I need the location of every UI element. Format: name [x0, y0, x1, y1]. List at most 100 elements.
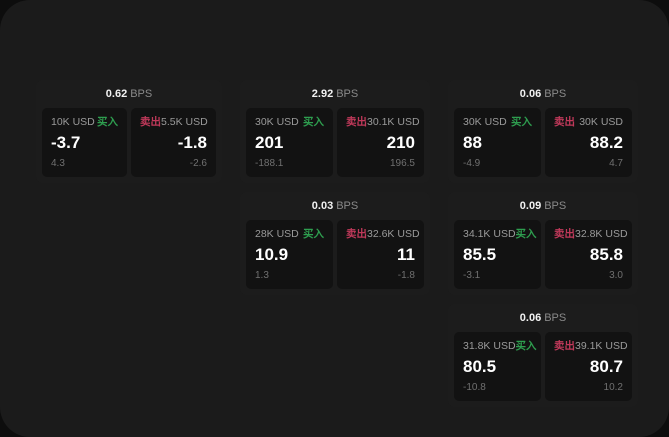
bps-value: 0.03 [311, 200, 334, 212]
sell-secondary-value: -1.8 [397, 270, 415, 281]
quote-card[interactable]: 2.92 BPS 30K USD 买入 201 -188.1 卖出 30.1K USD 210 1… [240, 80, 430, 183]
sell-secondary-value: 3.0 [609, 270, 623, 281]
panel-top-row: 卖出 39.1K USD [554, 340, 628, 352]
sell-side-label: 卖出 [554, 228, 575, 240]
panel-top-row: 10K USD 买入 [51, 116, 118, 128]
quote-card[interactable]: 0.09 BPS 34.1K USD 买入 85.5 -3.1 卖出 32.8K USD 85.… [448, 192, 638, 295]
sell-panel[interactable]: 卖出 32.6K USD 11 -1.8 [337, 220, 424, 289]
sell-side-label: 卖出 [346, 228, 367, 240]
card-panels: 10K USD 买入 -3.7 4.3 卖出 5.5K USD -1.8 -2.6 [42, 108, 216, 177]
sell-size-label: 30K USD [579, 116, 623, 128]
card-bps-header: 0.62 BPS [42, 87, 216, 108]
buy-side-label: 买入 [515, 340, 537, 352]
sell-price-value: 88.2 [589, 132, 623, 152]
bps-unit-label: BPS [336, 200, 359, 212]
sell-side-label: 卖出 [140, 116, 161, 128]
sell-secondary-value: -2.6 [189, 158, 207, 169]
buy-side-label: 买入 [97, 116, 118, 128]
bps-value: 2.92 [311, 88, 334, 100]
buy-size-label: 34.1K USD [463, 228, 516, 240]
quote-card[interactable]: 0.03 BPS 28K USD 买入 10.9 1.3 卖出 32.6K USD 11 -1.8 [240, 192, 430, 295]
quote-card[interactable]: 0.06 BPS 30K USD 买入 88 -4.9 卖出 30K USD 88.2 4.7 [448, 80, 638, 183]
sell-secondary-value: 196.5 [389, 158, 415, 169]
card-bps-header: 0.09 BPS [454, 199, 632, 220]
sell-price-value: 210 [386, 132, 415, 152]
buy-price-value: 80.5 [463, 356, 497, 376]
sell-price-value: 80.7 [589, 356, 623, 376]
bps-unit-label: BPS [544, 88, 567, 100]
card-panels: 31.8K USD 买入 80.5 -10.8 卖出 39.1K USD 80.7 10.2 [454, 332, 632, 401]
panel-top-row: 卖出 32.6K USD [346, 228, 420, 240]
sell-panel[interactable]: 卖出 30.1K USD 210 196.5 [337, 108, 424, 177]
buy-side-label: 买入 [303, 116, 324, 128]
buy-side-label: 买入 [511, 116, 532, 128]
column-left: 0.62 BPS 10K USD 买入 -3.7 4.3 卖出 5.5K USD -1.8 -2.… [36, 80, 222, 183]
card-panels: 34.1K USD 买入 85.5 -3.1 卖出 32.8K USD 85.8 3.0 [454, 220, 632, 289]
buy-side-label: 买入 [303, 228, 324, 240]
buy-panel[interactable]: 31.8K USD 买入 80.5 -10.8 [454, 332, 541, 401]
column-middle: 2.92 BPS 30K USD 买入 201 -188.1 卖出 30.1K USD 210 1… [240, 80, 430, 295]
bps-unit-label: BPS [130, 88, 153, 100]
buy-size-label: 31.8K USD [463, 340, 516, 352]
card-bps-header: 2.92 BPS [246, 87, 424, 108]
buy-panel[interactable]: 30K USD 买入 88 -4.9 [454, 108, 541, 177]
sell-panel[interactable]: 卖出 39.1K USD 80.7 10.2 [545, 332, 632, 401]
sell-secondary-value: 4.7 [609, 158, 623, 169]
buy-secondary-value: -188.1 [255, 158, 284, 169]
sell-price-value: 85.8 [589, 244, 623, 264]
card-panels: 30K USD 买入 201 -188.1 卖出 30.1K USD 210 196.5 [246, 108, 424, 177]
card-bps-header: 0.06 BPS [454, 311, 632, 332]
sell-side-label: 卖出 [346, 116, 367, 128]
buy-secondary-value: -4.9 [463, 158, 481, 169]
buy-size-label: 30K USD [463, 116, 507, 128]
panel-top-row: 34.1K USD 买入 [463, 228, 537, 240]
bps-value: 0.06 [519, 88, 542, 100]
bps-value: 0.62 [105, 88, 128, 100]
buy-price-value: 85.5 [463, 244, 497, 264]
sell-panel[interactable]: 卖出 32.8K USD 85.8 3.0 [545, 220, 632, 289]
bps-unit-label: BPS [544, 312, 567, 324]
bps-unit-label: BPS [336, 88, 359, 100]
panel-top-row: 30K USD 买入 [255, 116, 324, 128]
buy-price-value: 201 [255, 132, 284, 152]
buy-size-label: 30K USD [255, 116, 299, 128]
buy-secondary-value: -10.8 [463, 382, 486, 393]
quote-card[interactable]: 0.62 BPS 10K USD 买入 -3.7 4.3 卖出 5.5K USD -1.8 -2.… [36, 80, 222, 183]
buy-panel[interactable]: 28K USD 买入 10.9 1.3 [246, 220, 333, 289]
panel-top-row: 卖出 32.8K USD [554, 228, 628, 240]
sell-panel[interactable]: 卖出 5.5K USD -1.8 -2.6 [131, 108, 216, 177]
buy-panel[interactable]: 30K USD 买入 201 -188.1 [246, 108, 333, 177]
sell-price-value: -1.8 [177, 132, 207, 152]
sell-side-label: 卖出 [554, 116, 575, 128]
sell-size-label: 32.8K USD [575, 228, 628, 240]
buy-side-label: 买入 [515, 228, 537, 240]
panel-top-row: 卖出 30.1K USD [346, 116, 420, 128]
buy-price-value: 88 [463, 132, 482, 152]
buy-secondary-value: 4.3 [51, 158, 65, 169]
card-bps-header: 0.03 BPS [246, 199, 424, 220]
quote-card[interactable]: 0.06 BPS 31.8K USD 买入 80.5 -10.8 卖出 39.1K USD 80… [448, 304, 638, 407]
sell-panel[interactable]: 卖出 30K USD 88.2 4.7 [545, 108, 632, 177]
sell-size-label: 5.5K USD [161, 116, 208, 128]
sell-size-label: 39.1K USD [575, 340, 628, 352]
sell-price-value: 11 [397, 244, 415, 264]
panel-top-row: 卖出 30K USD [554, 116, 623, 128]
panel-top-row: 30K USD 买入 [463, 116, 532, 128]
bps-value: 0.09 [519, 200, 542, 212]
buy-secondary-value: -3.1 [463, 270, 481, 281]
card-panels: 28K USD 买入 10.9 1.3 卖出 32.6K USD 11 -1.8 [246, 220, 424, 289]
buy-panel[interactable]: 10K USD 买入 -3.7 4.3 [42, 108, 127, 177]
buy-size-label: 28K USD [255, 228, 299, 240]
panel-top-row: 28K USD 买入 [255, 228, 324, 240]
panel-top-row: 31.8K USD 买入 [463, 340, 537, 352]
buy-price-value: -3.7 [51, 132, 81, 152]
sell-size-label: 32.6K USD [367, 228, 420, 240]
sell-secondary-value: 10.2 [603, 382, 623, 393]
buy-size-label: 10K USD [51, 116, 95, 128]
card-bps-header: 0.06 BPS [454, 87, 632, 108]
buy-panel[interactable]: 34.1K USD 买入 85.5 -3.1 [454, 220, 541, 289]
quote-card-board: 0.62 BPS 10K USD 买入 -3.7 4.3 卖出 5.5K USD -1.8 -2.… [36, 80, 638, 407]
sell-side-label: 卖出 [554, 340, 575, 352]
panel-top-row: 卖出 5.5K USD [140, 116, 208, 128]
